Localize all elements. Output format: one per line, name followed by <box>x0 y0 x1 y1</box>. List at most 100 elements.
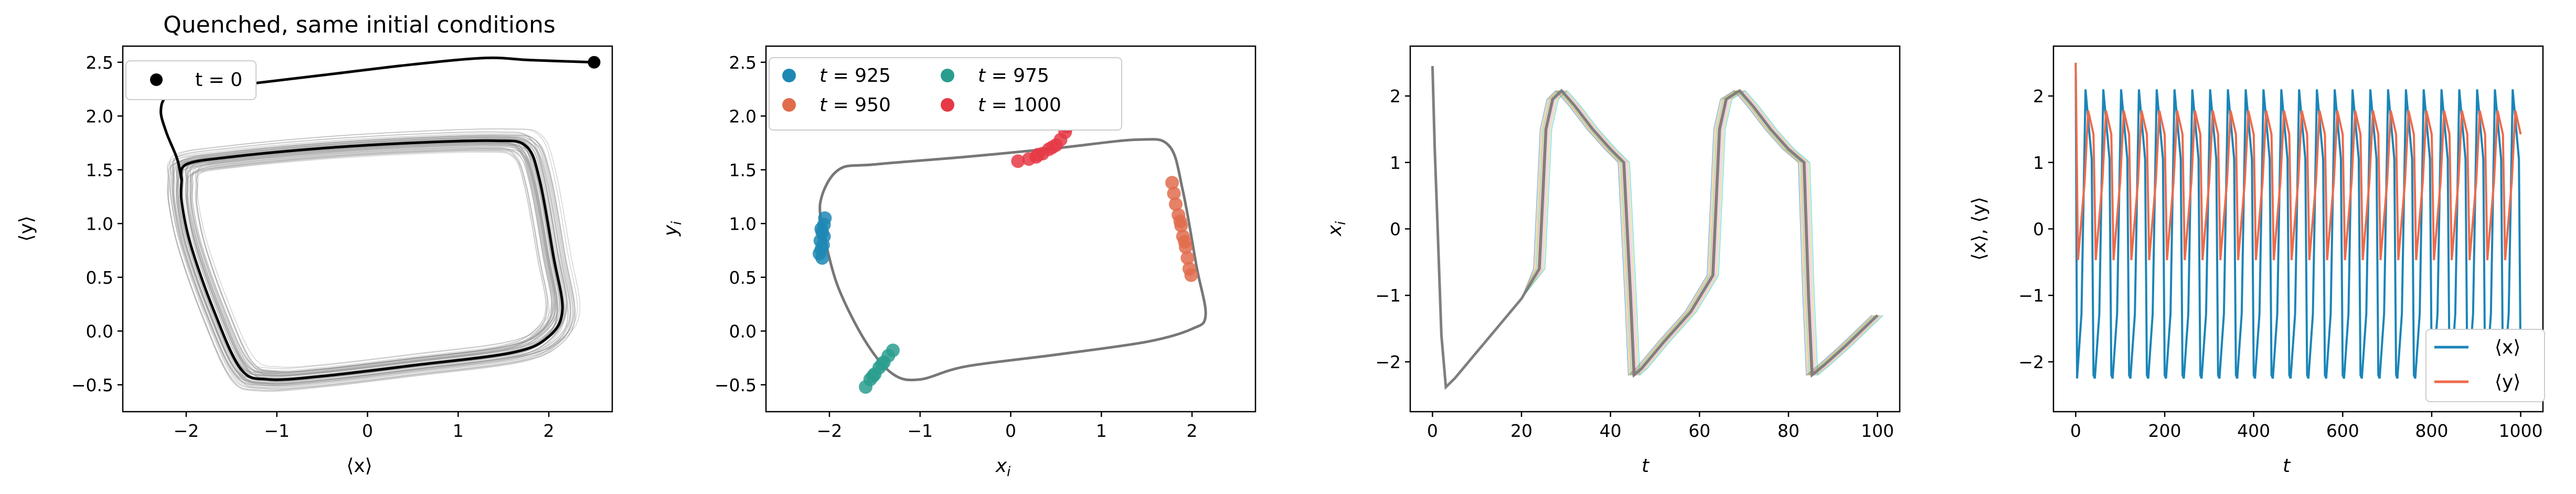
panel-2-legend: t = 925 t = 950 t = 975 t = 1000 <box>769 57 1122 131</box>
panel-2-plot-area <box>812 120 1207 394</box>
panel-3: t xi 0 20 40 60 80 100 −2 −1 0 1 2 <box>1324 45 1901 477</box>
scatter-point <box>1173 214 1187 229</box>
ensemble-trajectory <box>195 145 557 372</box>
ensemble-trajectory <box>187 136 567 375</box>
scatter-point <box>1031 148 1045 162</box>
y-tick-label: 0.0 <box>86 321 113 341</box>
y-tick-label: −2 <box>1375 352 1401 372</box>
y-tick-label: 2.5 <box>729 52 757 73</box>
panel-4-ylabel: ⟨x⟩, ⟨y⟩ <box>1968 197 1990 261</box>
series-mean-y <box>2074 62 2522 261</box>
legend-marker <box>941 69 954 82</box>
y-tick-label: 2 <box>1390 86 1401 106</box>
ensemble-trajectory <box>191 144 556 372</box>
ensemble-trajectory <box>187 151 547 377</box>
ensemble-trajectory <box>172 131 567 380</box>
scatter-point <box>866 369 880 383</box>
series-1 <box>1165 176 1198 282</box>
scatter-point <box>1167 186 1181 200</box>
ensemble-trajectory <box>177 135 576 385</box>
ensemble-trajectory <box>191 149 548 374</box>
ensemble-trajectory <box>190 142 552 369</box>
ensemble-trajectory <box>187 143 554 374</box>
legend-marker <box>782 69 796 82</box>
ensemble-series <box>1432 66 1881 388</box>
panel-2-ylabel: yi <box>660 221 685 237</box>
y-tick-label: −2 <box>2018 352 2044 372</box>
ensemble-trajectory <box>196 146 556 372</box>
y-tick-label: 0 <box>1390 219 1401 240</box>
panel-1-xlabel: ⟨x⟩ <box>346 455 372 477</box>
ensemble-trajectory <box>186 147 547 373</box>
y-tick-label: −0.5 <box>715 375 757 395</box>
x-tick-label: 1 <box>453 421 464 441</box>
ensemble-trajectory <box>176 142 558 382</box>
x-tick-label: 2 <box>1187 421 1198 441</box>
y-tick-label: 1 <box>1390 153 1401 173</box>
legend-marker <box>941 98 954 112</box>
panel-2-axes: −2 −1 0 1 2 −0.5 0.0 0.5 1.0 1.5 2.0 2.5 <box>715 45 1257 441</box>
scatter-point <box>1011 154 1025 168</box>
x-tick-label: 2 <box>544 421 555 441</box>
series-2 <box>859 343 900 394</box>
scatter-point <box>1045 140 1059 154</box>
panel-3-xlabel: t <box>1642 455 1650 477</box>
x-tick-label: 1000 <box>2499 421 2543 441</box>
axes-frame <box>1409 45 1901 413</box>
x-tick-label: 0 <box>1005 421 1016 441</box>
ensemble-trajectory <box>185 142 553 373</box>
x-tick-label: 0 <box>1427 421 1438 441</box>
panel-1-plot-area <box>159 56 601 392</box>
x-tick-label: 20 <box>1510 421 1532 441</box>
y-tick-label: 1.5 <box>86 160 113 180</box>
scatter-point <box>1165 176 1179 190</box>
y-tick-label: 1.0 <box>86 213 113 234</box>
x-tick-label: 80 <box>1777 421 1800 441</box>
panel-2-xlabel: xi <box>995 455 1011 480</box>
y-tick-label: 2.0 <box>86 106 113 126</box>
ensemble-trajectory <box>196 149 552 373</box>
y-tick-label: 0.5 <box>86 267 113 288</box>
panel-1: Quenched, same initial conditions ⟨x⟩ ⟨y… <box>16 12 613 477</box>
ensemble-trajectory <box>191 147 548 371</box>
ensemble-series <box>1432 66 1882 388</box>
y-tick-label: 2.0 <box>729 106 757 126</box>
legend-marker-t0 <box>150 73 163 86</box>
y-tick-label: 2 <box>2033 86 2044 106</box>
ensemble-trajectory <box>189 140 560 373</box>
ensemble-trajectory <box>197 143 556 368</box>
x-tick-label: −1 <box>264 421 290 441</box>
panel-4-plot-area <box>2074 62 2522 379</box>
ensemble-trajectory <box>179 143 565 385</box>
series-0 <box>812 211 832 265</box>
ensemble-trajectory <box>189 148 558 380</box>
ensemble-trajectory <box>177 137 558 377</box>
start-point-marker <box>588 56 601 69</box>
legend-label-mean-x: ⟨x⟩ <box>2495 337 2520 358</box>
ensemble-trajectory <box>186 152 549 380</box>
ensemble-trajectory <box>176 143 558 383</box>
ensemble-trajectory <box>173 131 568 380</box>
x-tick-label: 100 <box>1861 421 1894 441</box>
ensemble-trajectory <box>190 148 559 380</box>
limit-cycle <box>818 138 1207 382</box>
x-tick-label: −2 <box>174 421 199 441</box>
mean-trajectory-transient <box>159 56 594 181</box>
x-tick-label: −1 <box>907 421 933 441</box>
ensemble-series <box>1432 66 1883 388</box>
y-tick-label: 1.0 <box>729 213 757 234</box>
legend-label-mean-y: ⟨y⟩ <box>2495 371 2520 393</box>
x-tick-label: 800 <box>2415 421 2448 441</box>
legend-label: t = 1000 <box>978 94 1061 116</box>
x-tick-label: 400 <box>2237 421 2270 441</box>
x-tick-label: 0 <box>362 421 373 441</box>
ensemble-trajectory <box>196 150 556 376</box>
ensemble-trajectory <box>170 136 573 390</box>
panel-4-xlabel: t <box>2283 455 2291 477</box>
ensemble-trajectory <box>169 128 578 385</box>
y-tick-label: 1.5 <box>729 160 757 180</box>
ensemble-trajectory <box>186 140 566 379</box>
panel-1-legend: t = 0 <box>125 60 257 100</box>
y-tick-label: 0 <box>2033 219 2044 240</box>
